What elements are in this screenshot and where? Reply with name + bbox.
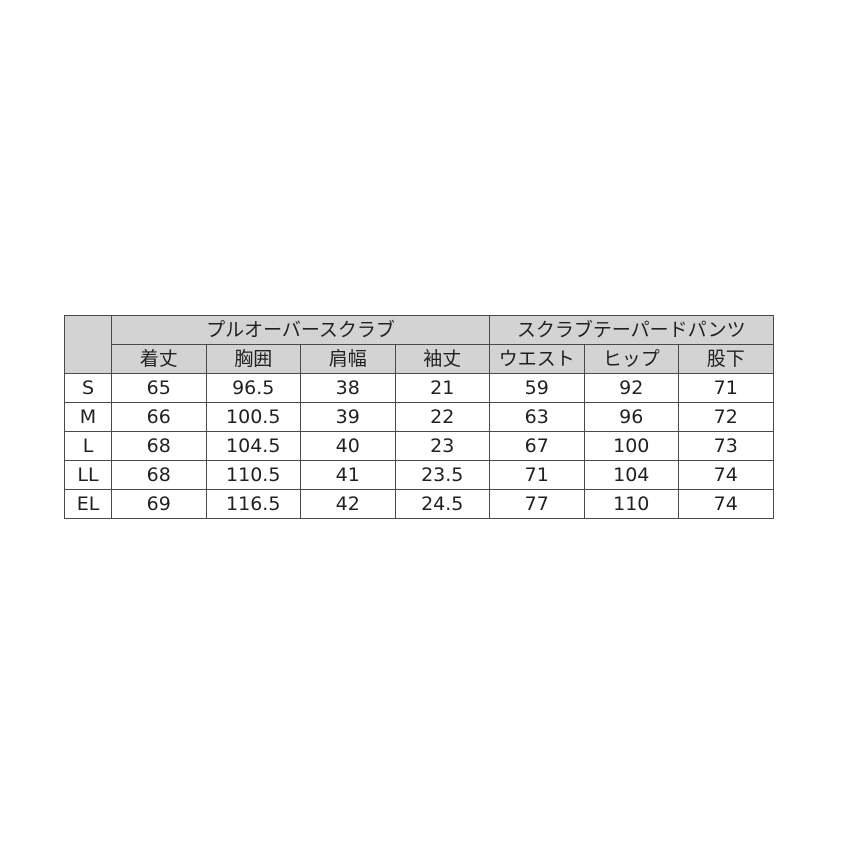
table-cell: 67 [489,431,585,461]
table-cell: 24.5 [394,489,490,519]
table-row: S 65 96.5 38 21 59 92 71 [64,373,774,403]
table-cell: 92 [583,373,679,403]
column-header: 胸囲 [205,344,301,374]
table-cell: 68 [111,431,207,461]
table-cell: 63 [489,402,585,432]
column-header: ヒップ [583,344,679,374]
table-cell: 65 [111,373,207,403]
table-cell: 21 [394,373,490,403]
column-header-row: 着丈 胸囲 肩幅 袖丈 ウエスト ヒップ 股下 [65,344,774,374]
column-header: 着丈 [111,344,207,374]
table-cell: 110 [583,489,679,519]
table-cell: 96.5 [205,373,301,403]
table-row: L 68 104.5 40 23 67 100 73 [64,431,774,461]
size-label: EL [64,489,112,519]
size-label: L [64,431,112,461]
group-header-pants: スクラブテーパードパンツ [489,315,774,345]
table-cell: 72 [678,402,774,432]
column-header: 肩幅 [300,344,396,374]
table-cell: 23.5 [394,460,490,490]
table-cell: 69 [111,489,207,519]
table-row: M 66 100.5 39 22 63 96 72 [64,402,774,432]
table-cell: 74 [678,460,774,490]
table-cell: 110.5 [205,460,301,490]
corner-cell [64,315,112,374]
table-cell: 41 [300,460,396,490]
group-header-row: プルオーバースクラブ スクラブテーパードパンツ [64,315,774,374]
size-label: M [64,402,112,432]
size-label: LL [64,460,112,490]
table-cell: 104 [583,460,679,490]
column-header: ウエスト [489,344,585,374]
table-cell: 40 [300,431,396,461]
table-cell: 73 [678,431,774,461]
column-header: 股下 [678,344,774,374]
table-cell: 104.5 [205,431,301,461]
table-cell: 71 [678,373,774,403]
table-row: EL 69 116.5 42 24.5 77 110 74 [64,489,774,519]
table-cell: 74 [678,489,774,519]
table-cell: 77 [489,489,585,519]
table-cell: 68 [111,460,207,490]
table-row: LL 68 110.5 41 23.5 71 104 74 [64,460,774,490]
table-cell: 96 [583,402,679,432]
column-header: 袖丈 [394,344,490,374]
table-cell: 59 [489,373,585,403]
table-cell: 39 [300,402,396,432]
table-cell: 23 [394,431,490,461]
table-cell: 38 [300,373,396,403]
table-cell: 100 [583,431,679,461]
size-chart-table: プルオーバースクラブ スクラブテーパードパンツ 着丈 胸囲 肩幅 袖丈 ウエスト ヒップ股… [64,315,774,519]
table-cell: 22 [394,402,490,432]
group-header-pullover: プルオーバースクラブ [111,315,490,345]
size-label: S [64,373,112,403]
table-cell: 42 [300,489,396,519]
table-cell: 71 [489,460,585,490]
table-cell: 66 [111,402,207,432]
table-cell: 116.5 [205,489,301,519]
table-cell: 100.5 [205,402,301,432]
